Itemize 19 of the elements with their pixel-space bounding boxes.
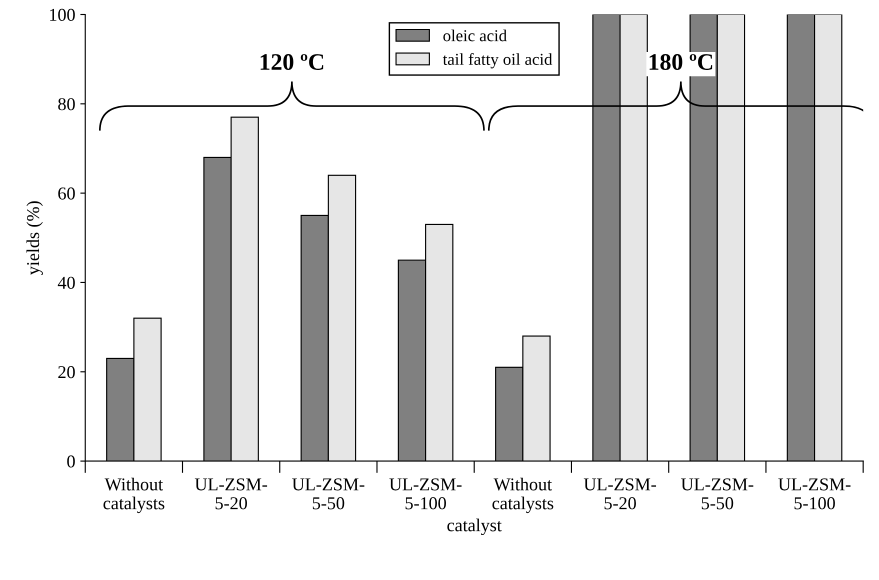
y-tick-label: 60	[58, 187, 75, 200]
annotation: 120 ºC	[260, 54, 324, 70]
x-tick-label: UL-ZSM- 5-20	[584, 478, 656, 510]
y-axis-title: yields (%)	[26, 201, 43, 275]
legend-label: tail fatty oil acid	[442, 53, 552, 68]
y-tick-label: 80	[58, 98, 75, 110]
y-tick-label: 40	[58, 276, 75, 289]
x-tick-label: UL-ZSM- 5-20	[194, 478, 268, 510]
x-tick-label: UL-ZSM- 5-50	[292, 478, 364, 510]
y-tick-label: 100	[50, 8, 75, 21]
x-axis-title: catalyst	[447, 518, 502, 536]
y-tick-label: 0	[67, 455, 75, 468]
y-tick-label: 20	[58, 366, 75, 378]
x-tick-label: Without catalysts	[492, 478, 554, 514]
x-tick-label: UL-ZSM- 5-50	[681, 478, 754, 510]
legend-label: oleic acid	[443, 30, 507, 42]
x-tick-label: Without catalysts	[103, 478, 164, 514]
x-tick-label: UL-ZSM- 5-100	[778, 478, 851, 510]
annotation: 180 ºC	[650, 54, 712, 70]
